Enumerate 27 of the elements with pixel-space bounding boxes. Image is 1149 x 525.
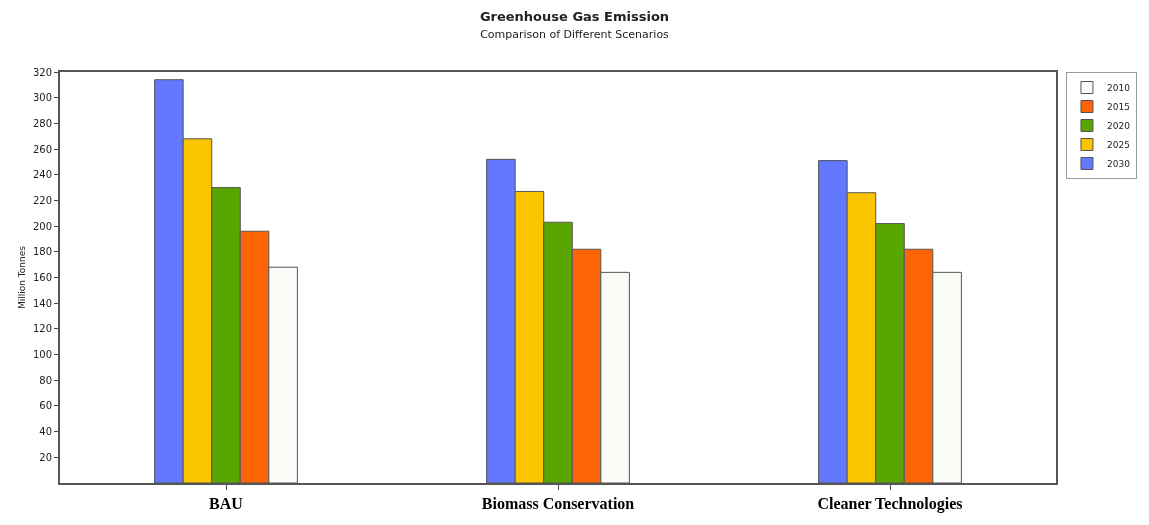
y-tick-label: 60 — [39, 400, 52, 412]
legend-label: 2015 — [1106, 102, 1130, 113]
x-tick-label: Biomass Conservation — [481, 495, 635, 513]
y-tick-label: 260 — [32, 143, 52, 155]
y-tick-label: 140 — [32, 297, 52, 309]
chart-subtitle: Comparison of Different Scenarios — [480, 27, 670, 41]
legend-label: 2025 — [1106, 140, 1130, 151]
legend-label: 2010 — [1106, 83, 1131, 94]
y-tick-label: 100 — [32, 349, 52, 361]
chart-title: Greenhouse Gas Emission — [479, 9, 670, 24]
y-tick-label: 80 — [39, 374, 52, 386]
y-tick-label: 40 — [39, 426, 52, 438]
y-tick-label: 280 — [32, 117, 52, 129]
x-tick-label: Cleaner Technologies — [817, 495, 963, 514]
y-tick-label: 240 — [32, 169, 52, 181]
y-tick-label: 300 — [32, 92, 52, 104]
y-tick-label: 320 — [32, 66, 52, 78]
y-tick-label: 160 — [32, 272, 52, 283]
legend-label: 2030 — [1106, 159, 1131, 170]
y-tick-label: 200 — [32, 220, 52, 232]
y-tick-label: 120 — [32, 323, 52, 335]
x-tick-label: BAU — [209, 495, 244, 513]
y-axis-title: Million Tonnes — [16, 245, 27, 309]
y-tick-label: 220 — [32, 194, 52, 206]
y-tick-label: 20 — [39, 451, 52, 463]
y-tick-label: 180 — [32, 246, 52, 258]
legend-label: 2020 — [1106, 121, 1131, 132]
